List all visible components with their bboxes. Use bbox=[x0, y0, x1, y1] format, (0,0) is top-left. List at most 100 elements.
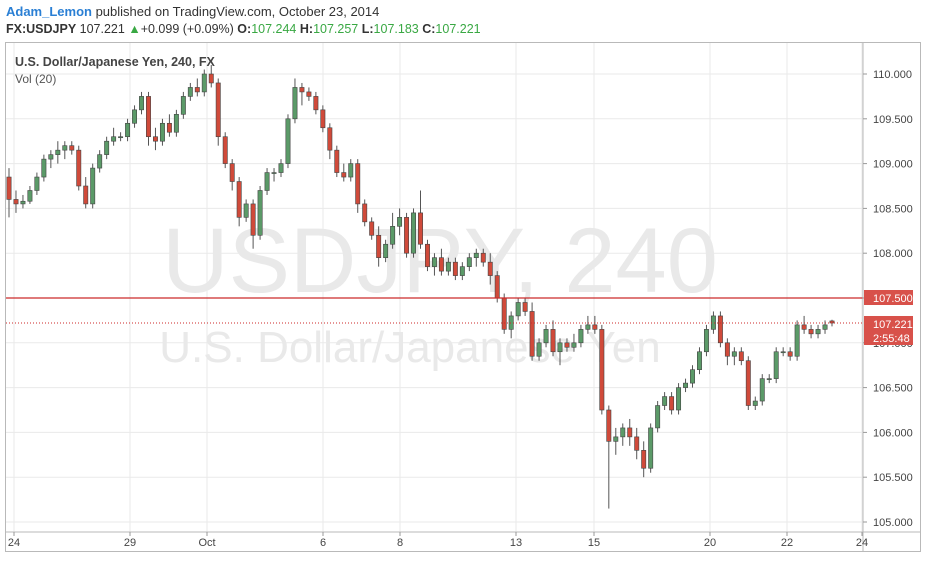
x-tick-label: 20 bbox=[704, 537, 716, 549]
candle-body bbox=[341, 172, 347, 178]
candle-body bbox=[27, 190, 33, 202]
candle-body bbox=[592, 324, 598, 330]
candle-body bbox=[550, 329, 556, 353]
candle-body bbox=[376, 234, 382, 258]
candle bbox=[815, 324, 821, 339]
candle-body bbox=[125, 122, 131, 138]
candle-body bbox=[515, 302, 521, 317]
open-value: 107.244 bbox=[251, 22, 297, 36]
candle bbox=[118, 132, 124, 142]
x-tick-label: 15 bbox=[588, 537, 600, 549]
candle bbox=[752, 396, 758, 410]
y-tick-label: 108.500 bbox=[873, 203, 913, 215]
author-link[interactable]: Adam_Lemon bbox=[6, 4, 92, 19]
candle-body bbox=[613, 436, 619, 442]
candle-body bbox=[250, 203, 256, 236]
candle-body bbox=[236, 181, 242, 218]
candle bbox=[564, 338, 570, 352]
candle bbox=[759, 374, 765, 406]
candle bbox=[397, 208, 403, 236]
y-tick-label: 105.000 bbox=[873, 517, 913, 529]
candle-body bbox=[487, 261, 493, 276]
candle bbox=[166, 114, 172, 137]
candle-body bbox=[759, 378, 765, 402]
y-tick-label: 109.500 bbox=[873, 114, 913, 126]
candle-body bbox=[390, 226, 396, 245]
candle bbox=[285, 114, 291, 169]
candle bbox=[425, 239, 430, 272]
candle bbox=[271, 168, 277, 182]
candle bbox=[104, 136, 110, 160]
candle bbox=[738, 347, 744, 366]
low-value: 107.183 bbox=[373, 22, 419, 36]
candle-body bbox=[132, 109, 138, 124]
candle-body bbox=[822, 324, 828, 330]
candle bbox=[69, 141, 75, 155]
candle-body bbox=[34, 176, 40, 191]
candle-body bbox=[173, 114, 179, 133]
candle-body bbox=[139, 96, 144, 111]
candle bbox=[159, 118, 165, 146]
candle bbox=[501, 293, 507, 334]
candle-body bbox=[508, 315, 514, 330]
candle bbox=[257, 186, 263, 240]
candle-body bbox=[445, 261, 451, 272]
candle bbox=[236, 177, 242, 227]
up-arrow-icon: ▲ bbox=[128, 22, 141, 36]
candle bbox=[229, 159, 235, 191]
candle bbox=[355, 159, 361, 213]
candle-body bbox=[292, 87, 298, 120]
candle-body bbox=[431, 257, 437, 267]
close-label: C: bbox=[422, 22, 436, 36]
candle-body bbox=[20, 200, 26, 205]
candle bbox=[369, 217, 375, 240]
open-label: O: bbox=[237, 22, 252, 36]
candle bbox=[27, 186, 33, 204]
candle-body bbox=[745, 360, 751, 406]
candle-body bbox=[327, 127, 333, 151]
candle-body bbox=[620, 427, 626, 438]
candle bbox=[613, 427, 619, 455]
candle-body bbox=[787, 351, 793, 357]
candle-body bbox=[501, 297, 507, 330]
candle bbox=[390, 212, 396, 249]
candle bbox=[487, 253, 493, 285]
candle bbox=[550, 320, 556, 357]
candle-body bbox=[208, 73, 214, 84]
candle-body bbox=[299, 87, 305, 93]
candle-body bbox=[97, 154, 103, 169]
candle bbox=[543, 324, 549, 348]
candle-body bbox=[383, 243, 389, 258]
candle-body bbox=[648, 427, 654, 469]
candle-body bbox=[215, 82, 221, 138]
candles bbox=[6, 65, 835, 509]
candle bbox=[153, 127, 158, 151]
candle-body bbox=[690, 369, 695, 384]
candle-body bbox=[669, 396, 675, 411]
x-tick-label: 24 bbox=[856, 537, 868, 549]
candle bbox=[292, 78, 298, 124]
candle-body bbox=[166, 122, 172, 133]
candle bbox=[571, 333, 577, 352]
candle bbox=[606, 405, 612, 509]
candle bbox=[766, 374, 772, 384]
candle-body bbox=[118, 136, 124, 139]
candle-body bbox=[153, 136, 158, 142]
candle-body bbox=[466, 257, 472, 267]
candle-body bbox=[627, 427, 633, 438]
candle-body bbox=[201, 73, 207, 93]
candle-body bbox=[418, 212, 423, 245]
watermark: USDJPY, 240 U.S. Dollar/Japanese Yen bbox=[159, 210, 718, 372]
candle bbox=[627, 418, 633, 446]
candle-body bbox=[180, 96, 186, 115]
current-price-tag-label: 107.221 bbox=[873, 319, 913, 331]
candle-body bbox=[271, 172, 277, 174]
y-tick-label: 109.000 bbox=[873, 159, 913, 171]
candle bbox=[536, 338, 542, 361]
candle-body bbox=[585, 324, 591, 330]
candle-body bbox=[780, 351, 786, 354]
candle bbox=[194, 78, 200, 97]
low-label: L: bbox=[361, 22, 374, 36]
candle-body bbox=[697, 351, 702, 370]
